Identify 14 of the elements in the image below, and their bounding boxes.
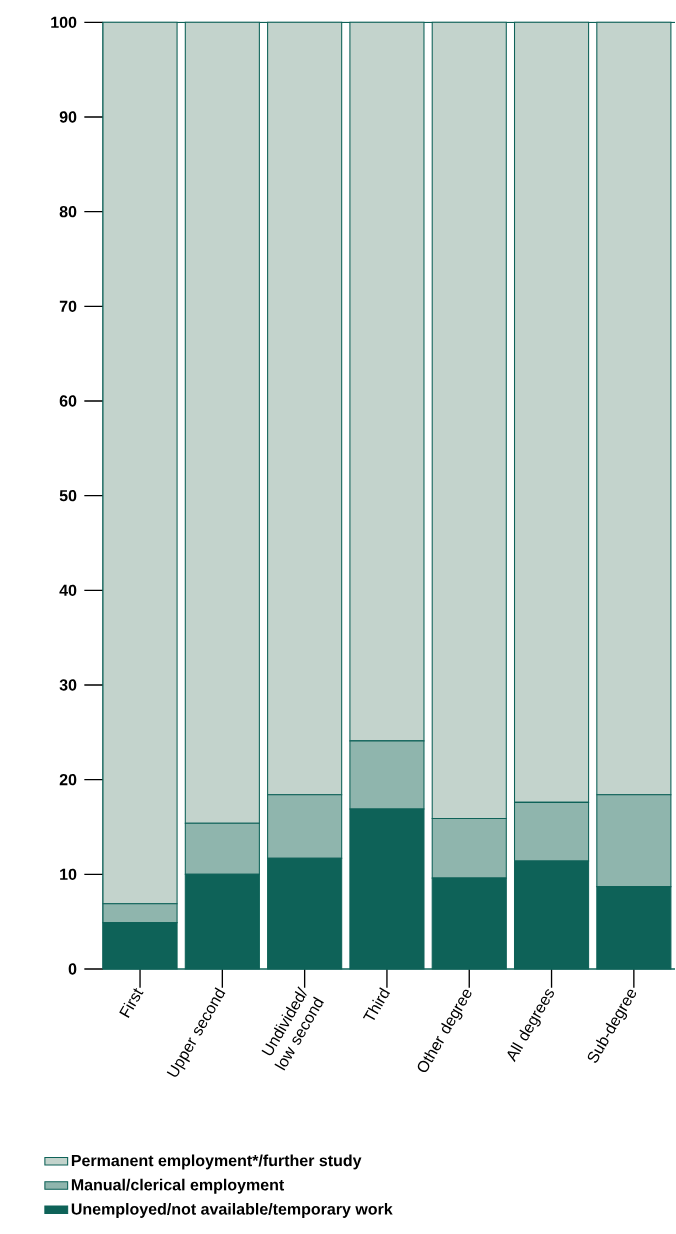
y-tick-label: 20 bbox=[59, 774, 77, 786]
y-tick-label: 50 bbox=[59, 490, 77, 502]
y-tick-label: 60 bbox=[59, 395, 77, 407]
legend-label: Permanent employment*/further study bbox=[72, 1154, 362, 1170]
y-tick-label: 70 bbox=[60, 300, 77, 312]
legend-label: Unemployed/not available/temporary work bbox=[71, 1203, 393, 1218]
y-tick-label: 30 bbox=[59, 679, 77, 691]
y-tick-label: 40 bbox=[59, 584, 77, 596]
y-tick-label: 80 bbox=[59, 206, 77, 218]
y-tick-label: 0 bbox=[68, 963, 77, 975]
y-tick-label: 90 bbox=[59, 111, 77, 123]
y-tick-label: 100 bbox=[51, 16, 77, 28]
y-tick-label: 10 bbox=[60, 868, 77, 880]
legend-label: Manual/clerical employment bbox=[72, 1178, 285, 1194]
